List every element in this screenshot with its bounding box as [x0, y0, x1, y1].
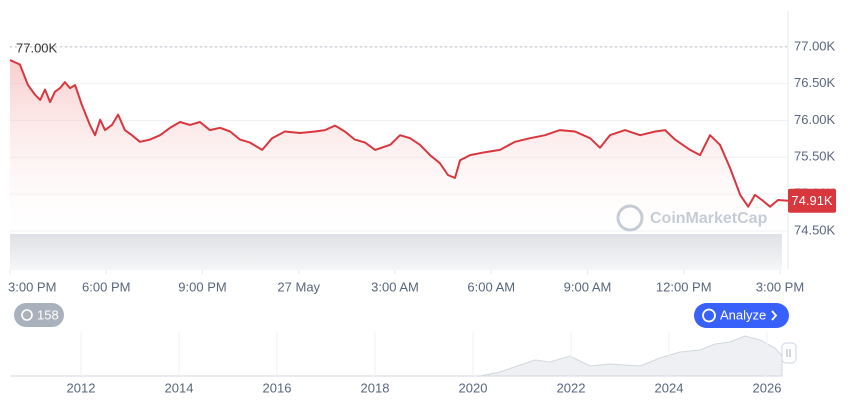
watermark: CoinMarketCap [616, 204, 768, 232]
analyze-bg[interactable] [694, 303, 789, 328]
volume-band [10, 234, 782, 270]
navigator [10, 335, 797, 377]
x-tick-label: 9:00 AM [564, 279, 612, 294]
y-tick-label: 74.50K [794, 222, 836, 237]
y-tick-label: 76.00K [794, 112, 836, 127]
y-tick-label: 76.50K [794, 75, 836, 90]
last-price-tag [788, 188, 836, 213]
x-tick-label: 27 May [277, 279, 320, 294]
max-label: 77.00K [16, 40, 58, 55]
x-tick-label: 3:00 AM [371, 279, 419, 294]
badge-bg[interactable] [14, 303, 64, 327]
x-tick-label: 9:00 PM [178, 279, 226, 294]
nav-year: 2022 [557, 380, 586, 395]
analyze-button[interactable]: Analyze [694, 303, 789, 328]
nav-year: 2024 [655, 380, 684, 395]
nav-year: 2012 [67, 380, 96, 395]
x-tick-label: 3:00 PM [756, 279, 804, 294]
price-area [10, 60, 788, 232]
x-tick-label: 6:00 AM [467, 279, 515, 294]
nav-year: 2014 [165, 380, 194, 395]
nav-year: 2018 [361, 380, 390, 395]
last-price-label: 74.91K [791, 193, 833, 208]
history-count[interactable]: 158 [37, 307, 59, 322]
nav-year: 2016 [263, 380, 292, 395]
history-badge[interactable]: 158 [14, 303, 64, 327]
x-tick-label: 6:00 PM [82, 279, 130, 294]
x-tick-label: 12:00 PM [656, 279, 712, 294]
nav-year: 2020 [459, 380, 488, 395]
analyze-label[interactable]: Analyze [720, 307, 766, 322]
x-tick-label: 3:00 PM [8, 279, 56, 294]
price-line [9, 59, 789, 208]
watermark-text: CoinMarketCap [650, 210, 768, 227]
y-tick-label: 77.00K [794, 38, 836, 53]
nav-year: 2026 [753, 380, 782, 395]
y-tick-label: 75.50K [794, 149, 836, 164]
